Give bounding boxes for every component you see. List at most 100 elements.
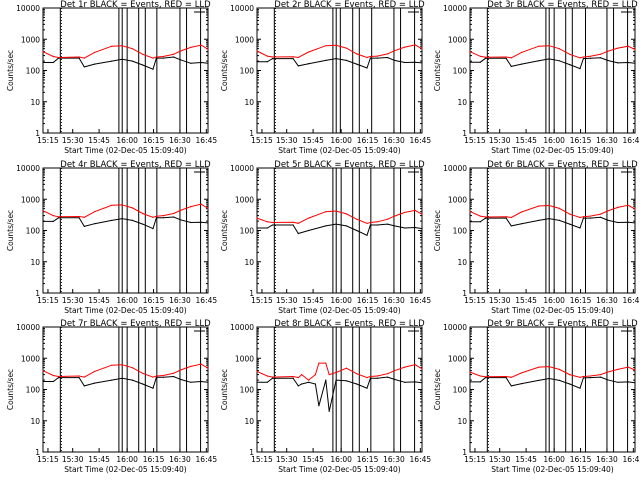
series-line-lld: [42, 363, 209, 378]
x-tick-label: 16:45: [410, 296, 432, 305]
panel-det-3r: Det 3r BLACK = Events, RED = LLD 1 10 100 10…: [433, 0, 640, 155]
y-tick-label: 1: [462, 289, 467, 298]
series-line-lld: [469, 45, 636, 59]
y-tick-label: 1: [35, 448, 40, 457]
data-point-lld: [600, 53, 602, 55]
data-point-events: [484, 57, 487, 59]
x-tick-label: 15:45: [88, 136, 110, 145]
x-tick-label: 16:45: [410, 455, 432, 464]
x-tick-label: 16:00: [116, 455, 138, 464]
data-point-events: [510, 65, 512, 67]
data-point-events: [606, 379, 609, 381]
x-tick-label: 16:00: [330, 136, 352, 145]
x-tick-label: 16:30: [383, 136, 405, 145]
data-point-lld: [308, 217, 310, 219]
data-point-lld: [152, 216, 154, 218]
data-point-lld: [52, 374, 54, 377]
data-point-events: [78, 377, 80, 379]
data-point-events: [325, 225, 327, 227]
data-point-lld: [162, 215, 164, 217]
data-point-events: [83, 385, 85, 387]
x-tick-label: 16:45: [196, 455, 218, 464]
data-point-lld: [271, 376, 274, 378]
panel-title: Det 9r BLACK = Events, RED = LLD: [487, 319, 638, 329]
data-point-events: [510, 385, 512, 387]
data-point-events: [78, 57, 80, 59]
data-point-events: [369, 377, 371, 379]
data-point-events: [569, 223, 571, 225]
data-point-lld: [393, 50, 396, 52]
data-point-lld: [335, 210, 337, 212]
y-tick-label: 1000: [235, 195, 254, 204]
data-point-events: [256, 381, 258, 383]
data-point-events: [469, 221, 471, 223]
data-point-events: [558, 379, 561, 381]
data-point-lld: [308, 379, 310, 381]
x-tick-label: 16:45: [196, 136, 218, 145]
data-point-events: [52, 61, 54, 64]
data-point-events: [582, 377, 585, 379]
y-tick-label: 1000: [235, 354, 254, 363]
y-tick-label: 10: [457, 417, 467, 426]
data-point-lld: [589, 215, 591, 217]
x-tick-label: 16:30: [169, 136, 191, 145]
data-point-lld: [579, 57, 581, 59]
data-point-events: [469, 61, 471, 63]
data-point-events: [142, 383, 144, 385]
x-tick-label: 16:45: [623, 455, 640, 464]
data-point-events: [301, 383, 303, 385]
data-point-lld: [162, 55, 164, 58]
data-point-events: [579, 68, 581, 70]
data-point-events: [52, 380, 54, 383]
y-tick-label: 10: [244, 98, 254, 107]
data-point-events: [42, 380, 44, 383]
x-axis-label: Start Time (02-Dec-05 15:09:40): [491, 146, 613, 155]
data-point-events: [297, 65, 299, 67]
x-tick-label: 16:45: [623, 296, 640, 305]
x-tick-label: 16:15: [570, 136, 592, 145]
data-point-lld: [356, 373, 358, 375]
series-line-events: [470, 216, 636, 229]
data-point-events: [308, 63, 310, 65]
data-point-lld: [345, 367, 347, 369]
data-point-lld: [345, 47, 347, 49]
y-tick-label: 10000: [443, 164, 467, 173]
data-point-events: [538, 219, 540, 221]
data-point-events: [505, 217, 507, 219]
x-axis-label: Start Time (02-Dec-05 15:09:40): [64, 465, 186, 474]
data-point-lld: [617, 47, 619, 49]
data-point-lld: [414, 209, 416, 211]
data-point-events: [173, 56, 175, 58]
data-point-events: [345, 59, 347, 62]
y-tick-label: 100: [240, 67, 255, 76]
data-point-lld: [421, 48, 423, 50]
data-point-lld: [94, 51, 96, 54]
data-point-lld: [414, 364, 416, 366]
data-point-lld: [345, 213, 347, 215]
series-line-events: [257, 376, 423, 412]
plot-frame: [256, 7, 423, 134]
data-point-lld: [292, 221, 294, 223]
data-point-lld: [155, 215, 157, 217]
data-point-lld: [256, 50, 258, 52]
data-point-events: [271, 58, 274, 60]
x-tick-label: 15:45: [515, 455, 537, 464]
data-point-lld: [335, 44, 337, 46]
data-point-lld: [266, 221, 268, 223]
data-point-lld: [325, 45, 327, 47]
y-tick-label: 1: [462, 448, 467, 457]
data-point-lld: [469, 371, 471, 373]
data-point-lld: [634, 48, 636, 51]
panel-title: Det 4r BLACK = Events, RED = LLD: [60, 160, 211, 170]
data-point-events: [569, 64, 571, 66]
data-point-lld: [569, 53, 571, 55]
y-tick-label: 10: [457, 98, 467, 107]
x-tick-label: 15:30: [276, 455, 298, 464]
x-tick-label: 15:15: [37, 296, 59, 305]
x-tick-label: 15:15: [464, 455, 486, 464]
data-point-events: [414, 226, 416, 229]
x-tick-label: 15:45: [302, 136, 324, 145]
series-line-events: [470, 376, 636, 389]
y-tick-label: 10: [30, 98, 40, 107]
x-tick-label: 16:30: [383, 296, 405, 305]
